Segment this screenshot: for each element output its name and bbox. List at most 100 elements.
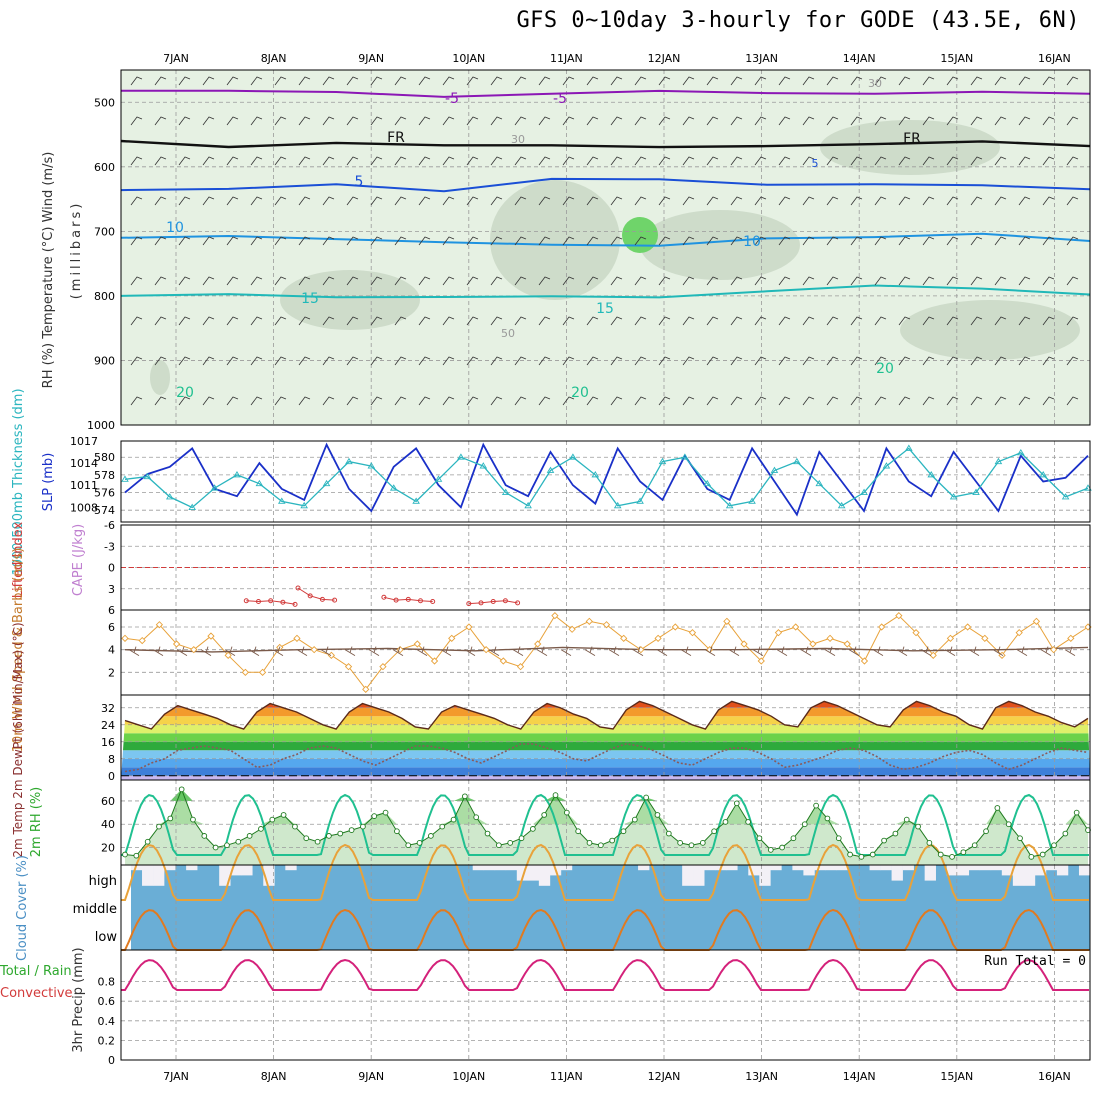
rh-marker (280, 812, 287, 818)
wind-speed-marker (396, 646, 404, 654)
temp-color-band (121, 775, 1090, 780)
wind-barb (538, 356, 551, 366)
thickness-marker (636, 497, 644, 504)
surface-wind-barb (440, 646, 452, 657)
wind-barb (778, 356, 791, 366)
wind-barb (802, 156, 815, 166)
wind-barb (274, 276, 287, 286)
thickness-marker (165, 493, 174, 500)
wind-barb (970, 116, 983, 126)
thickness-ylabel: 1000-500mb Thickness (dm) (11, 388, 26, 575)
dewpoint-line (124, 743, 1089, 773)
thickness-marker (188, 503, 196, 510)
wind-barb (922, 156, 935, 166)
thickness-ylabel-text: 1000-500mb Thickness (dm) (11, 388, 26, 575)
wind-barb (898, 316, 911, 326)
rh-tick-label: 40 (101, 818, 115, 831)
wind-barb (898, 356, 911, 366)
wind-speed-marker (843, 640, 851, 648)
wind-barb (538, 396, 551, 406)
surface-wind-barb (992, 646, 1004, 657)
wind-barb (634, 76, 647, 86)
lifted-index-segment (468, 600, 518, 605)
wind-barb (994, 156, 1007, 166)
wind-barb (754, 76, 767, 86)
cloud-high-bar (836, 865, 848, 871)
cloud-high-bar (1001, 865, 1014, 876)
wind-barb (418, 356, 431, 366)
wind-barb (490, 316, 503, 326)
rh-marker (269, 816, 276, 823)
rh-marker (337, 830, 344, 837)
wind-barb (418, 116, 431, 126)
wind-barb (850, 236, 863, 246)
wind-barb (922, 196, 935, 206)
wind-barb (994, 196, 1007, 206)
wind-speed-marker (963, 623, 972, 631)
wind-barb (754, 196, 767, 206)
temp-band-group (121, 741, 1090, 751)
rh-marker (360, 823, 366, 830)
wind-barb (346, 356, 359, 366)
wind-speed-marker (792, 623, 800, 631)
wind-barb (706, 156, 719, 166)
wind-speed-marker (482, 646, 490, 654)
lifted-index-marker (393, 597, 399, 603)
wind-barb (922, 116, 935, 126)
wind-barb (466, 116, 479, 126)
wind-barb (346, 116, 359, 126)
rh-shading-blob (490, 180, 620, 300)
wind-barb (802, 76, 815, 86)
x-tick-label-bottom: 7JAN (163, 1070, 189, 1083)
li-tick-label: 6 (108, 604, 115, 617)
thickness-marker (994, 457, 1003, 465)
wind-barb (154, 116, 167, 126)
rh-marker (881, 837, 887, 844)
thickness-marker (748, 497, 756, 504)
li-tick-label: -6 (104, 519, 115, 532)
wind-barb (466, 316, 479, 326)
cloud-high-bar (759, 865, 771, 886)
wind-barb (874, 396, 887, 406)
rh-marker (937, 851, 944, 858)
wind-speed-marker (362, 685, 370, 693)
wind-speed-marker (620, 634, 628, 642)
wind-barb (946, 276, 959, 286)
rh-marker (292, 823, 298, 830)
wind-barb (394, 316, 407, 326)
rh-marker (824, 815, 831, 822)
wind-barb (1066, 116, 1079, 126)
wind-barb (658, 116, 671, 126)
lifted-index-marker (466, 601, 472, 607)
wind-barb (1066, 236, 1079, 246)
wind-barb (538, 276, 551, 286)
wind-barb (442, 396, 455, 406)
wind-barb (1018, 196, 1031, 206)
wind-barb (730, 156, 743, 166)
lifted-index-marker (280, 599, 286, 605)
surface-wind-barb (968, 646, 980, 657)
slp-tick-label: 1008 (70, 501, 98, 514)
wind-barb (778, 156, 791, 166)
rh-marker (133, 852, 140, 859)
rh-shading-blob (640, 210, 800, 280)
lifted-index-marker (332, 597, 338, 603)
lifted-index-marker (405, 596, 411, 602)
x-tick-label-top: 15JAN (940, 52, 973, 65)
wind-barb (226, 116, 239, 126)
wind-barb (1066, 316, 1079, 326)
lifted-index-marker (243, 598, 249, 604)
wind-barb (994, 76, 1007, 86)
wind-barb (850, 316, 863, 326)
wind-barb (754, 116, 767, 126)
wind-barb (1042, 396, 1055, 406)
wind-barb (970, 76, 983, 86)
wind-barb (514, 196, 527, 206)
temp-band-group (121, 758, 1090, 768)
wind-barb (802, 276, 815, 286)
wind-speed-marker (448, 634, 456, 642)
wind-barb (154, 236, 167, 246)
wind-barb (826, 396, 839, 406)
thickness-marker (1017, 448, 1025, 456)
